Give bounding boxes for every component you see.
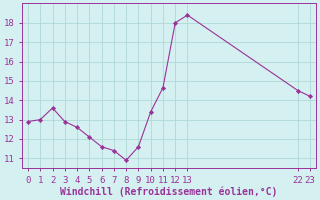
X-axis label: Windchill (Refroidissement éolien,°C): Windchill (Refroidissement éolien,°C) [60, 186, 278, 197]
